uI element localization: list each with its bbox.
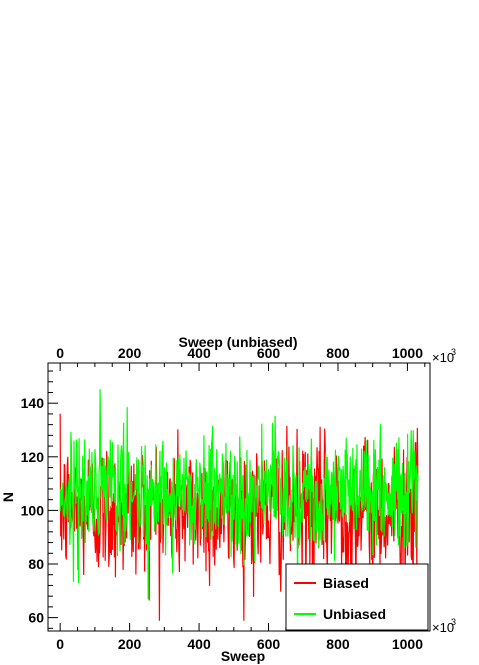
y-tick-label: 100 bbox=[21, 502, 45, 518]
legend: Biased Unbiased bbox=[285, 563, 429, 631]
x2-tick-label: 200 bbox=[118, 345, 142, 361]
y-tick-label: 80 bbox=[28, 556, 44, 572]
x-tick-label: 1000 bbox=[392, 636, 423, 652]
series-layer bbox=[59, 389, 419, 621]
svg-text:3: 3 bbox=[451, 347, 456, 357]
axes-layer: 0 0 200 200 400 400 600 600 800 800 1000 1000 60 80 10… bbox=[21, 345, 426, 652]
svg-text:3: 3 bbox=[451, 617, 456, 627]
x-tick-label: 600 bbox=[257, 636, 281, 652]
y-axis-title: N bbox=[0, 492, 16, 502]
y-tick-label: 140 bbox=[21, 395, 45, 411]
legend-unbiased-label: Unbiased bbox=[323, 606, 386, 622]
x-tick-label: 0 bbox=[56, 636, 64, 652]
y-tick-label: 120 bbox=[21, 449, 45, 465]
x2-axis-title: Sweep (unbiased) bbox=[178, 334, 297, 350]
x-tick-label: 800 bbox=[326, 636, 350, 652]
x2-tick-label: 400 bbox=[187, 345, 211, 361]
legend-box bbox=[285, 563, 429, 631]
x2-tick-label: 1000 bbox=[392, 345, 423, 361]
x2-tick-label: 0 bbox=[56, 345, 64, 361]
bottom-multiplier: ×10 3 bbox=[432, 617, 456, 635]
x2-tick-label: 800 bbox=[326, 345, 350, 361]
x2-tick-label: 600 bbox=[257, 345, 281, 361]
x-tick-label: 400 bbox=[187, 636, 211, 652]
series-line-unbiased bbox=[59, 389, 419, 600]
x-tick-label: 200 bbox=[118, 636, 142, 652]
y-tick-label: 60 bbox=[28, 610, 44, 626]
legend-biased-label: Biased bbox=[323, 575, 369, 591]
svg-text:×10: ×10 bbox=[432, 350, 454, 365]
top-multiplier: ×10 3 bbox=[432, 347, 456, 365]
x-axis-title: Sweep bbox=[221, 648, 265, 664]
svg-text:×10: ×10 bbox=[432, 620, 454, 635]
